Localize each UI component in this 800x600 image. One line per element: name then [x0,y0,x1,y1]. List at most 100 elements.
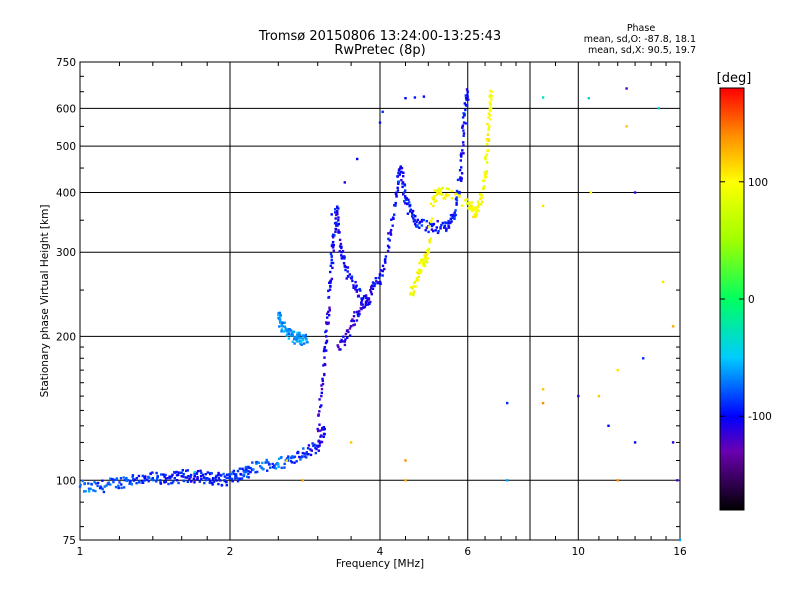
echo-point [431,217,434,220]
echo-point [318,398,321,401]
echo-point [463,102,466,105]
echo-point [445,187,448,190]
echo-point [327,310,330,314]
echo-point [350,319,353,323]
echo-point [323,346,326,349]
echo-point [348,327,352,330]
echo-point [422,264,425,267]
echo-point [261,461,264,465]
echo-point [483,171,486,174]
echo-point [302,447,305,450]
echo-point [223,479,226,482]
echo-point [467,98,470,101]
echo-point [466,202,469,205]
echo-point [460,204,464,207]
echo-point [204,478,208,482]
echo-point [173,477,176,480]
echo-point [370,286,373,290]
echo-point [208,477,211,481]
echo-point [487,112,491,115]
echo-point [418,261,421,265]
echo-point [387,246,391,249]
echo-point [404,97,407,100]
echo-point [375,280,378,283]
echo-point [399,165,402,168]
echo-point [331,240,335,244]
echo-point [412,285,415,288]
echo-point [399,166,402,170]
echo-point [314,451,317,455]
echo-point [137,474,141,478]
echo-point [273,464,276,467]
echo-point [244,469,248,472]
echo-point [327,296,330,299]
echo-point [251,461,254,464]
colorbar-tick-label: -100 [748,411,772,423]
echo-point [295,460,298,463]
echo-point [180,475,183,478]
echo-point [337,219,340,222]
echo-point [265,460,268,464]
echo-point [422,95,426,98]
echo-point [319,429,322,432]
echo-point [334,222,338,225]
colorbar-tick-label: 100 [748,177,768,189]
echo-point [302,334,305,338]
echo-point [488,95,491,98]
echo-point [296,450,300,454]
chart-subtitle: RwPretec (8p) [334,43,425,58]
echo-point [462,134,465,137]
echo-point [425,220,428,223]
echo-point [299,337,302,340]
echo-point [462,152,465,155]
echo-point [292,330,296,333]
echo-point [334,217,337,220]
echo-point [436,231,440,235]
echo-point [394,201,397,205]
echo-point [168,475,171,478]
echo-point [377,276,380,280]
echo-point [79,483,82,487]
echo-point [331,246,335,249]
echo-point [340,246,343,250]
echo-point [323,427,326,431]
echo-point [404,459,407,462]
echo-point [278,319,282,322]
echo-point [215,479,218,482]
echo-point [357,311,360,314]
echo-point [230,477,234,481]
echo-point [671,441,675,444]
echo-point [467,207,471,210]
echo-point [409,210,412,213]
echo-point [350,275,354,278]
echo-point [297,337,301,340]
echo-point [362,306,365,309]
echo-point [196,475,199,479]
echo-point [177,473,180,477]
echo-point [466,90,469,93]
echo-point [597,394,601,398]
echo-point [416,224,419,227]
echo-point [429,219,433,223]
echo-point [225,476,228,479]
echo-point [103,485,106,488]
echo-point [427,251,430,254]
echo-point [293,461,296,464]
echo-point [120,483,123,486]
echo-point [274,463,278,466]
echo-point [247,476,250,479]
echo-point [194,471,198,474]
echo-point [336,224,339,227]
echo-point [455,203,458,206]
echo-point [485,170,488,173]
echo-point [396,189,400,192]
echo-point [332,249,335,252]
echo-point [193,475,196,478]
echo-point [265,458,268,462]
echo-point [361,297,365,300]
echo-point [244,470,247,474]
echo-point [474,215,477,218]
echo-point [397,172,400,175]
echo-point [678,538,682,542]
echo-point [625,87,628,90]
